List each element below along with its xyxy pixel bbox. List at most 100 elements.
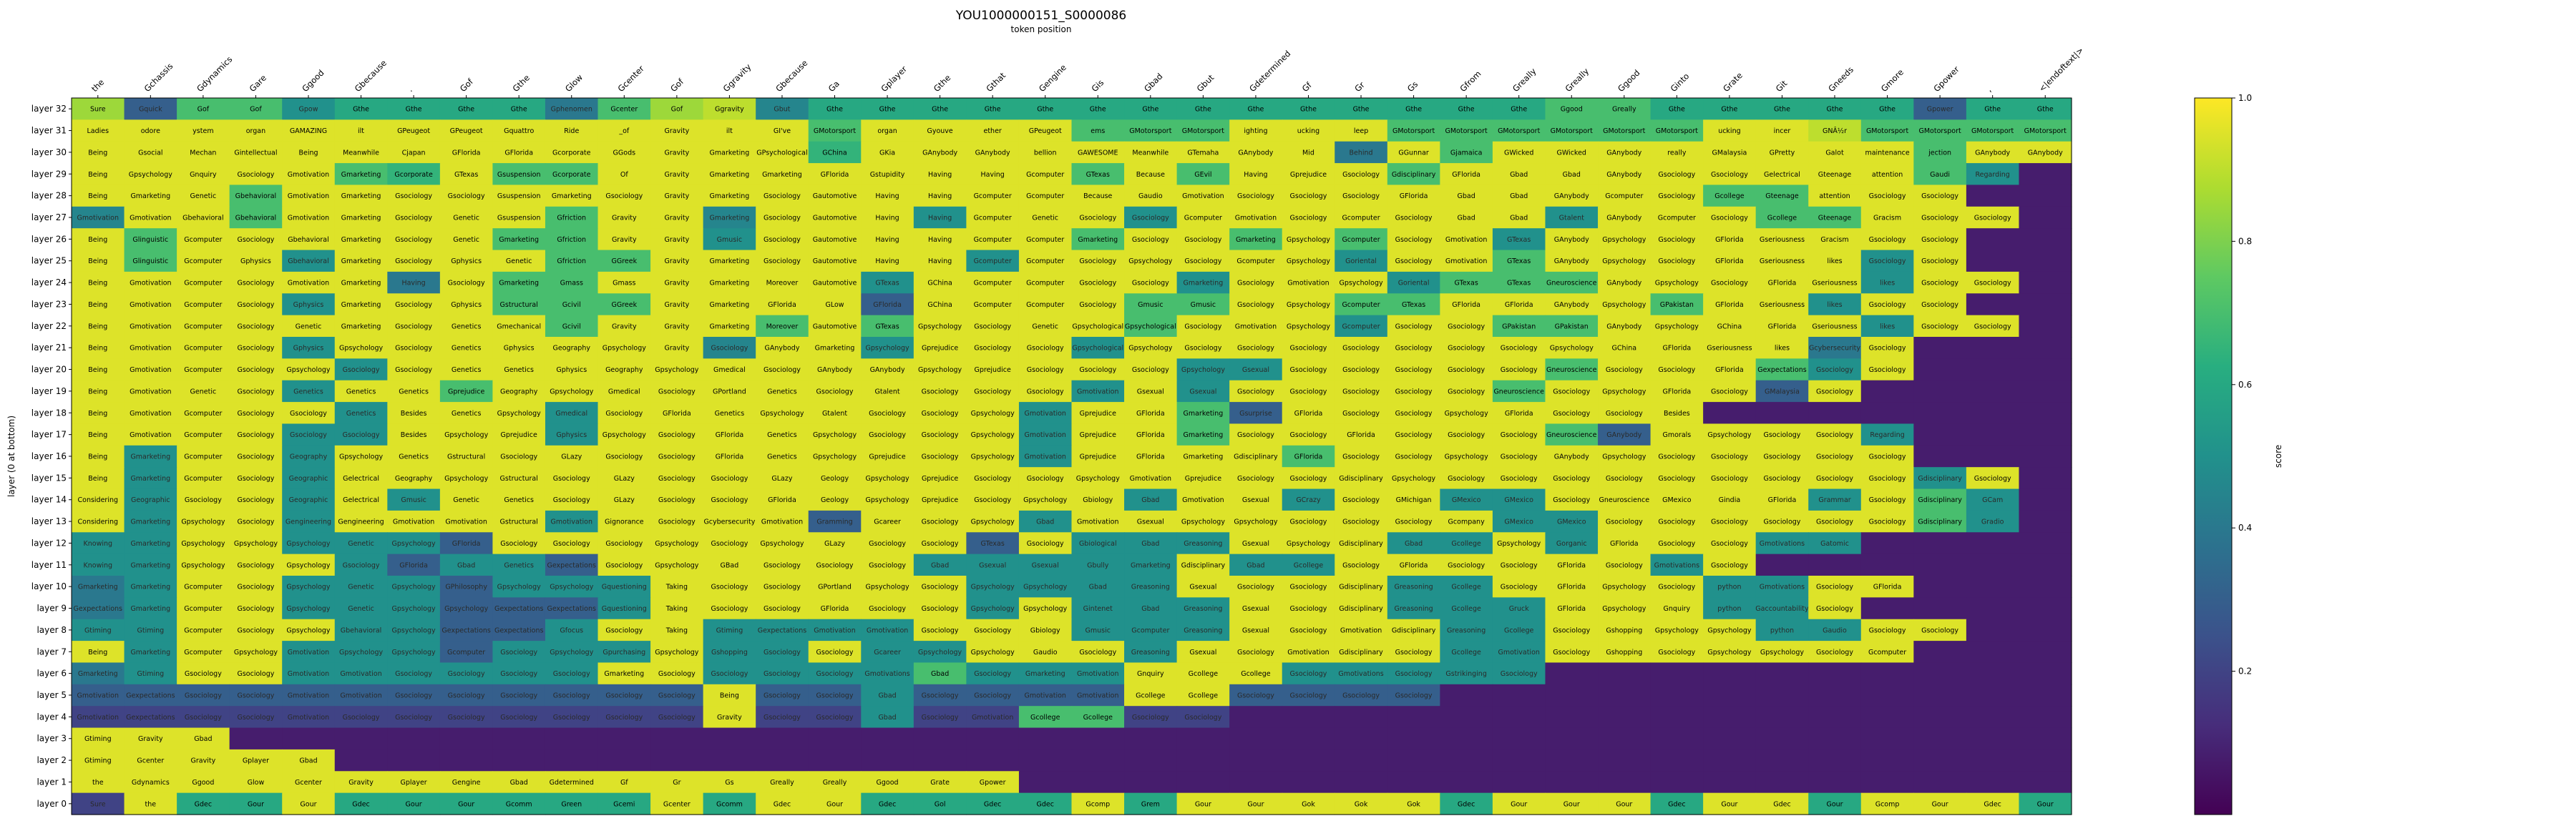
heatmap-cell: [1440, 510, 1493, 533]
heatmap-cell-label: Gravity: [665, 127, 690, 135]
heatmap-cell-label: Gneuroscience: [1546, 280, 1597, 287]
heatmap-cell-label: Gsociology: [395, 215, 432, 222]
heatmap-cell-label: the: [92, 779, 104, 787]
heatmap-cell-label: GFlorida: [1873, 584, 1902, 591]
heatmap-cell: [1598, 141, 1652, 164]
heatmap-cell-label: Gsociology: [553, 475, 590, 483]
heatmap-cell-label: Gcomputer: [974, 280, 1012, 287]
heatmap-cell: [334, 445, 388, 468]
heatmap-cell: [703, 98, 756, 120]
heatmap-cell: [1018, 206, 1073, 229]
heatmap-cell: [1650, 467, 1704, 490]
heatmap-cell: [2019, 488, 2072, 511]
heatmap-cell: [229, 662, 283, 685]
heatmap-cell: [1387, 684, 1440, 707]
heatmap-cell: [1545, 98, 1599, 120]
chart-title: YOU1000000151_S0000086: [955, 9, 1126, 23]
heatmap-cell: [1808, 488, 1862, 511]
heatmap-cell: [1755, 641, 1809, 664]
heatmap-cell-label: Gpsychology: [655, 366, 699, 374]
heatmap-cell-label: GGunnar: [1398, 149, 1429, 157]
heatmap-cell: [1703, 619, 1757, 641]
heatmap-cell: [756, 293, 809, 316]
heatmap-cell-label: Gseriousness: [1760, 257, 1805, 265]
heatmap-cell-label: Gthe: [1090, 106, 1106, 114]
heatmap-cell-label: Gbad: [931, 670, 949, 678]
heatmap-cell: [1387, 228, 1440, 251]
heatmap-cell-label: Gbiology: [1083, 496, 1113, 504]
heatmap-cell-label: Gour: [1721, 800, 1737, 808]
heatmap-cell-label: Gsociology: [1501, 475, 1538, 483]
heatmap-cell-label: Gcollege: [1189, 692, 1219, 700]
heatmap-cell: [861, 727, 914, 750]
heatmap-cell-label: Gpsychology: [1602, 236, 1646, 244]
heatmap-cell: [1018, 749, 1073, 772]
heatmap-cell: [1598, 250, 1652, 272]
heatmap-cell-label: Gsociology: [922, 431, 959, 439]
heatmap-cell: [1598, 662, 1652, 685]
heatmap-cell: [913, 684, 967, 707]
heatmap-cell: [1440, 206, 1493, 229]
heatmap-cell-label: Gsociology: [237, 171, 274, 179]
heatmap-cell: [2019, 293, 2072, 316]
heatmap-cell: [1966, 706, 2020, 729]
heatmap-cell-label: Gravity: [612, 215, 637, 222]
x-tick-label: Gfrom: [1458, 69, 1483, 94]
heatmap-cell-label: Gsociology: [658, 670, 696, 678]
heatmap-cell: [124, 380, 177, 403]
heatmap-cell: [1492, 315, 1546, 338]
heatmap-cell-label: Gcareer: [874, 518, 901, 526]
heatmap-cell: [124, 727, 177, 750]
heatmap-cell: [1966, 532, 2020, 555]
heatmap-cell: [966, 727, 1020, 750]
heatmap-cell: [1124, 141, 1178, 164]
heatmap-cell: [1387, 163, 1440, 186]
heatmap-cell: [1545, 510, 1599, 533]
heatmap-cell: [282, 576, 336, 598]
heatmap-cell-label: Gsociology: [1711, 171, 1748, 179]
heatmap-cell: [177, 380, 230, 403]
heatmap-cell: [1703, 206, 1757, 229]
heatmap-cell-label: Genetics: [293, 388, 323, 395]
heatmap-cell: [1860, 597, 1914, 620]
heatmap-cell: [1124, 423, 1178, 446]
heatmap-cell: [229, 706, 283, 729]
y-tick-label: layer 2: [36, 755, 67, 765]
heatmap-cell: [1808, 597, 1862, 620]
heatmap-cell: [1860, 510, 1914, 533]
heatmap-cell: [1598, 293, 1652, 316]
heatmap-cell-label: Gdec: [195, 800, 212, 808]
heatmap-cell: [1018, 445, 1073, 468]
heatmap-cell-label: Gengineering: [286, 518, 331, 526]
heatmap-cell-label: Gcenter: [610, 106, 638, 114]
heatmap-cell: [1650, 185, 1704, 207]
heatmap-cell: [1598, 706, 1652, 729]
heatmap-cell-label: Gour: [1563, 800, 1580, 808]
heatmap-cell: [439, 792, 494, 815]
heatmap-cell-label: GFlorida: [768, 301, 796, 309]
heatmap-cell-label: Gsociology: [1711, 518, 1748, 526]
heatmap-cell-label: Gpsychology: [550, 388, 594, 395]
heatmap-cell: [387, 141, 441, 164]
heatmap-cell: [1440, 380, 1493, 403]
heatmap-cell: [177, 250, 230, 272]
heatmap-cell-label: GGreek: [611, 301, 637, 309]
heatmap-cell-label: Gpsychology: [181, 518, 225, 526]
heatmap-cell: [1229, 662, 1283, 685]
heatmap-cell: [177, 619, 230, 641]
heatmap-cell: [545, 532, 599, 555]
heatmap-cell: [650, 467, 704, 490]
heatmap-cell: [492, 467, 546, 490]
heatmap-cell-label: Gsociology: [1658, 171, 1695, 179]
heatmap-cell: [756, 358, 809, 381]
heatmap-cell: [177, 445, 230, 468]
heatmap-cell-label: Gsociology: [1816, 518, 1853, 526]
heatmap-cell-label: Gsociology: [1448, 366, 1485, 374]
heatmap-cell: [1176, 641, 1230, 664]
heatmap-cell: [650, 358, 704, 381]
heatmap-cell-label: Gsociology: [1501, 670, 1538, 678]
heatmap-cell: [703, 206, 756, 229]
heatmap-cell: [1808, 684, 1862, 707]
heatmap-cell-label: Gmedical: [608, 388, 640, 395]
heatmap-cell-label: Gcomputer: [184, 280, 222, 287]
